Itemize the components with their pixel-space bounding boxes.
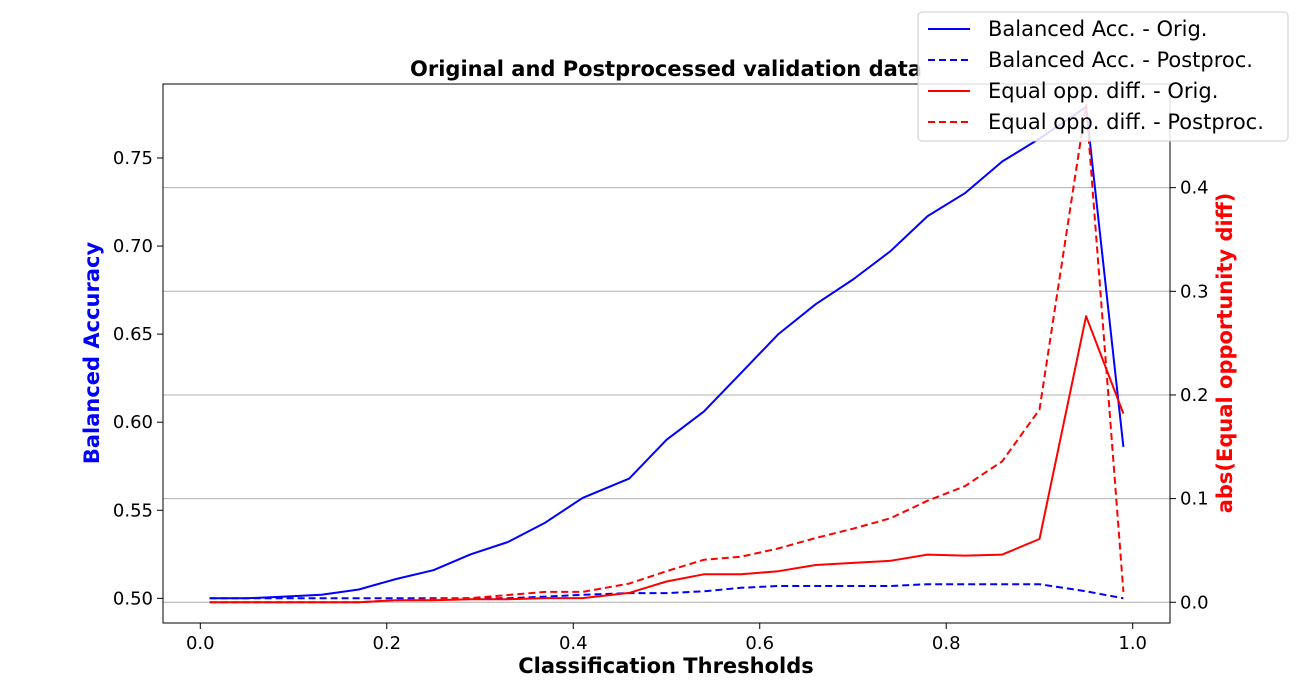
legend-label: Balanced Acc. - Orig. bbox=[988, 17, 1207, 41]
legend-box bbox=[917, 11, 1289, 142]
y-right-axis-ticks: 0.0 0.1 0.2 0.3 0.4 bbox=[1170, 178, 1209, 613]
y-left-tick-label: 0.60 bbox=[113, 412, 153, 433]
y-left-axis-ticks: 0.50 0.55 0.60 0.65 0.70 0.75 bbox=[113, 148, 163, 609]
y-left-tick-label: 0.70 bbox=[113, 236, 153, 257]
x-tick-label: 0.0 bbox=[186, 633, 215, 654]
legend-label: Balanced Acc. - Postproc. bbox=[988, 48, 1253, 72]
series-line-balanced-acc-orig bbox=[209, 105, 1125, 600]
x-tick-label: 0.6 bbox=[745, 633, 774, 654]
x-axis-ticks: 0.0 0.2 0.4 0.6 0.8 1.0 bbox=[186, 623, 1147, 654]
y-right-tick-label: 0.1 bbox=[1180, 489, 1209, 510]
x-tick-label: 0.8 bbox=[932, 633, 961, 654]
series-line-balanced-acc-postproc bbox=[209, 583, 1124, 600]
legend: Balanced Acc. - Orig. Balanced Acc. - Pos… bbox=[917, 11, 1289, 142]
y-right-tick-label: 0.4 bbox=[1180, 178, 1209, 199]
series-line-equal-opp-diff-postproc bbox=[209, 103, 1125, 604]
x-tick-label: 0.2 bbox=[372, 633, 401, 654]
y-left-axis-label: Balanced Accuracy bbox=[80, 242, 104, 465]
y-left-tick-label: 0.55 bbox=[113, 500, 153, 521]
y-right-tick-label: 0.0 bbox=[1180, 592, 1209, 613]
plot-frame bbox=[162, 83, 1171, 624]
legend-label: Equal opp. diff. - Orig. bbox=[988, 79, 1218, 103]
chart-title: Original and Postprocessed validation da… bbox=[410, 57, 922, 81]
y-left-tick-label: 0.75 bbox=[113, 148, 153, 169]
x-tick-label: 0.4 bbox=[559, 633, 588, 654]
y-left-tick-label: 0.50 bbox=[113, 588, 153, 609]
y-right-tick-label: 0.3 bbox=[1180, 281, 1209, 302]
series-layer bbox=[209, 103, 1125, 604]
legend-label: Equal opp. diff. - Postproc. bbox=[988, 110, 1264, 134]
y-right-axis-label: abs(Equal opportunity diff) bbox=[1213, 193, 1237, 514]
grid-layer bbox=[163, 83, 1170, 603]
x-tick-label: 1.0 bbox=[1118, 633, 1147, 654]
y-right-tick-label: 0.2 bbox=[1180, 385, 1209, 406]
series-line-equal-opp-diff-orig bbox=[209, 315, 1125, 604]
y-left-tick-label: 0.65 bbox=[113, 324, 153, 345]
x-axis-label: Classification Thresholds bbox=[518, 654, 814, 678]
